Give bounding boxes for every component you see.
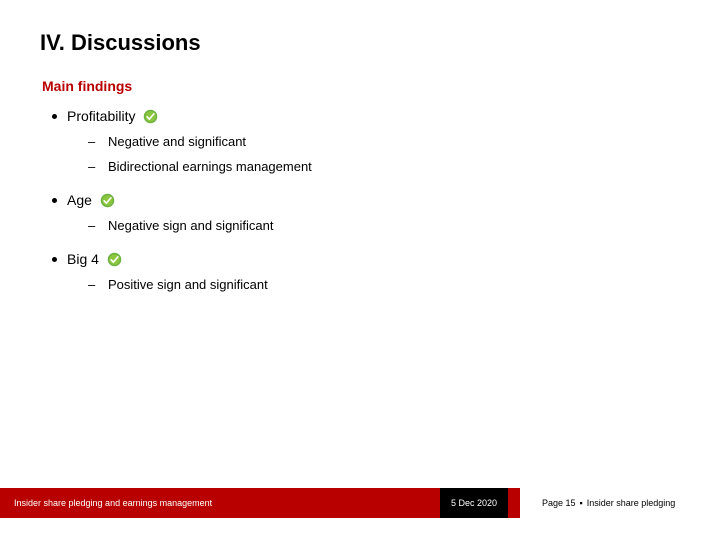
footer-date-text: 5 Dec 2020 [451, 498, 497, 508]
footer-right: Page 15 ▪ Insider share pledging [520, 488, 720, 518]
sub-item: – Bidirectional earnings management [88, 159, 680, 174]
sub-item: – Positive sign and significant [88, 277, 680, 292]
sub-item-text: Negative and significant [108, 134, 246, 149]
sub-item-text: Positive sign and significant [108, 277, 268, 292]
footer-bar: Insider share pledging and earnings mana… [0, 488, 720, 518]
finding-item: Age [52, 192, 680, 208]
sub-item: – Negative and significant [88, 134, 680, 149]
sub-item-text: Bidirectional earnings management [108, 159, 312, 174]
slide: IV. Discussions Main findings Profitabil… [0, 0, 720, 540]
finding-sublist: – Positive sign and significant [88, 277, 680, 292]
finding-label: Big 4 [67, 251, 99, 267]
dash-icon: – [88, 159, 96, 174]
bullet-dot-icon [52, 198, 57, 203]
finding-label: Age [67, 192, 92, 208]
section-heading: Main findings [42, 78, 680, 94]
sub-item: – Negative sign and significant [88, 218, 680, 233]
bullet-dot-icon [52, 257, 57, 262]
dash-icon: – [88, 277, 96, 292]
finding-label: Profitability [67, 108, 135, 124]
footer-accent [508, 488, 520, 518]
slide-title: IV. Discussions [40, 30, 680, 56]
checkmark-icon [100, 193, 115, 208]
sub-item-text: Negative sign and significant [108, 218, 274, 233]
footer-date: 5 Dec 2020 [440, 488, 508, 518]
finding-sublist: – Negative and significant – Bidirection… [88, 134, 680, 174]
footer-page-label: Page 15 [542, 498, 576, 508]
content-area: IV. Discussions Main findings Profitabil… [0, 0, 720, 292]
dash-icon: – [88, 134, 96, 149]
finding-item: Big 4 [52, 251, 680, 267]
finding-item: Profitability [52, 108, 680, 124]
bullet-dot-icon [52, 114, 57, 119]
dash-icon: – [88, 218, 96, 233]
checkmark-icon [143, 109, 158, 124]
finding-sublist: – Negative sign and significant [88, 218, 680, 233]
footer-right-text: Insider share pledging [587, 498, 676, 508]
footer-left-text: Insider share pledging and earnings mana… [14, 498, 212, 508]
footer-separator-icon: ▪ [580, 498, 583, 508]
checkmark-icon [107, 252, 122, 267]
footer-left: Insider share pledging and earnings mana… [0, 488, 440, 518]
